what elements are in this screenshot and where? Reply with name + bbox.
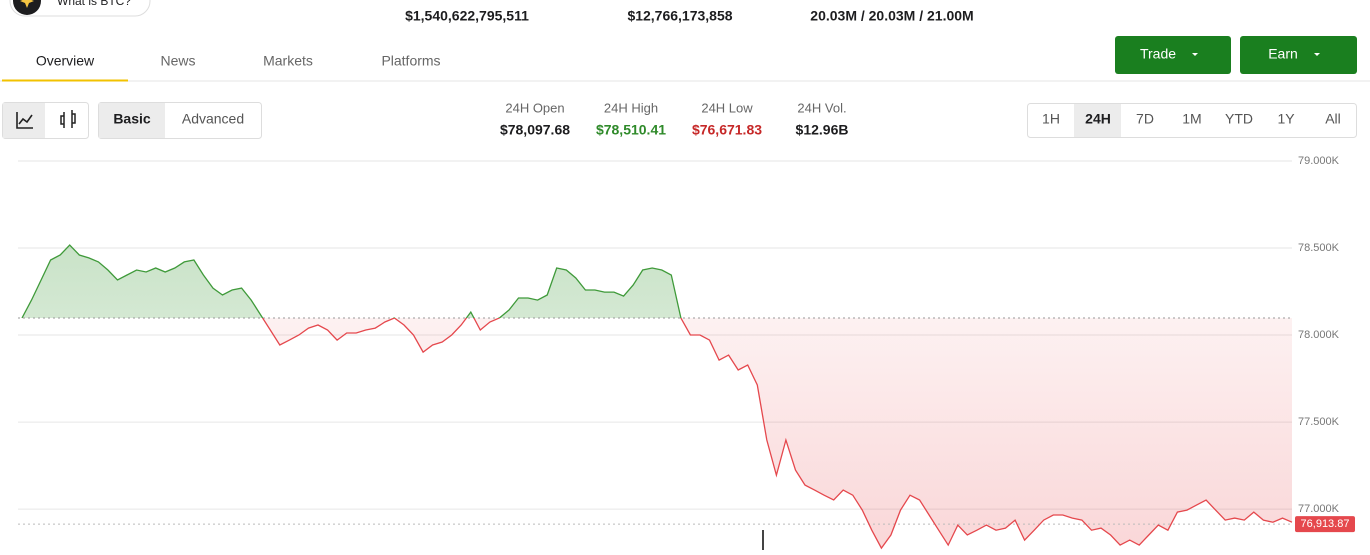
trade-button[interactable]: Trade bbox=[1115, 36, 1231, 74]
stat-value: $78,097.68 bbox=[500, 122, 570, 138]
price-line-up bbox=[21, 244, 682, 319]
stat-label: 24H Low bbox=[701, 100, 753, 115]
y-tick-label: 77.000K bbox=[1298, 503, 1340, 515]
last-price-tag bbox=[1295, 516, 1355, 533]
tab[interactable]: Overview bbox=[36, 53, 95, 69]
chart-type-toggle[interactable] bbox=[2, 102, 89, 139]
stat-value: $76,671.83 bbox=[692, 122, 762, 138]
button-label: Earn bbox=[1268, 46, 1298, 62]
range-option[interactable]: 1M bbox=[1182, 111, 1201, 127]
ai-button-label: What is BTC? bbox=[57, 0, 131, 8]
stat-label: 24H High bbox=[604, 100, 658, 115]
area-up bbox=[22, 245, 1292, 319]
y-tick-label: 77.500K bbox=[1298, 416, 1340, 428]
range-option[interactable]: 1H bbox=[1042, 111, 1060, 127]
price-line-down bbox=[22, 318, 1293, 550]
tab[interactable]: News bbox=[160, 53, 195, 69]
tab[interactable]: Platforms bbox=[381, 53, 440, 69]
mode-option[interactable]: Basic bbox=[113, 111, 151, 127]
stat-value: $78,510.41 bbox=[596, 122, 666, 138]
range-option[interactable]: 7D bbox=[1136, 111, 1154, 127]
y-tick-label: 79.000K bbox=[1298, 155, 1340, 167]
market-stat: 20.03M / 20.03M / 21.00M bbox=[810, 8, 973, 24]
market-stat: $1,540,622,795,511 bbox=[405, 8, 529, 24]
mode-option[interactable]: Advanced bbox=[182, 111, 244, 127]
range-option[interactable]: 24H bbox=[1085, 111, 1111, 127]
stat-value: $12.96B bbox=[796, 122, 849, 138]
market-stat: $12,766,173,858 bbox=[627, 8, 732, 24]
button-label: Trade bbox=[1140, 46, 1176, 62]
stat-label: 24H Open bbox=[505, 100, 564, 115]
stat-label: 24H Vol. bbox=[797, 100, 846, 115]
mode-selected bbox=[99, 103, 165, 138]
range-option[interactable]: 1Y bbox=[1277, 111, 1295, 127]
earn-button[interactable]: Earn bbox=[1240, 36, 1357, 74]
range-option[interactable]: All bbox=[1325, 111, 1341, 127]
range-selected bbox=[1074, 104, 1121, 137]
area-down bbox=[262, 318, 1292, 549]
tab[interactable]: Markets bbox=[263, 53, 313, 69]
ai-button[interactable]: What is BTC? bbox=[9, 0, 151, 17]
range-option[interactable]: YTD bbox=[1225, 111, 1253, 127]
last-price-label: 76,913.87 bbox=[1301, 518, 1350, 530]
y-tick-label: 78.000K bbox=[1298, 329, 1340, 341]
y-tick-label: 78.500K bbox=[1298, 242, 1340, 254]
